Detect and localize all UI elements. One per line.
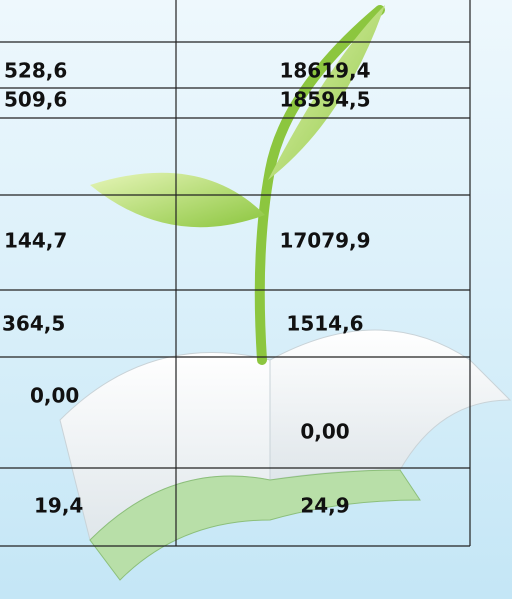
cell: 144,7 (4, 229, 67, 253)
cell: 19,4 (34, 494, 83, 518)
cell: 0,00 (300, 420, 349, 444)
cell: 528,6 (4, 59, 67, 83)
cell: 24,9 (300, 494, 349, 518)
cell: 364,5 (2, 312, 65, 336)
cell: 1514,6 (286, 312, 363, 336)
cell: 509,6 (4, 88, 67, 112)
cell: 0,00 (30, 384, 79, 408)
table-grid (0, 0, 471, 547)
cell: 17079,9 (279, 229, 370, 253)
cell: 18594,5 (279, 88, 370, 112)
cell: 18619,4 (279, 59, 370, 83)
book-illustration (59, 5, 512, 581)
